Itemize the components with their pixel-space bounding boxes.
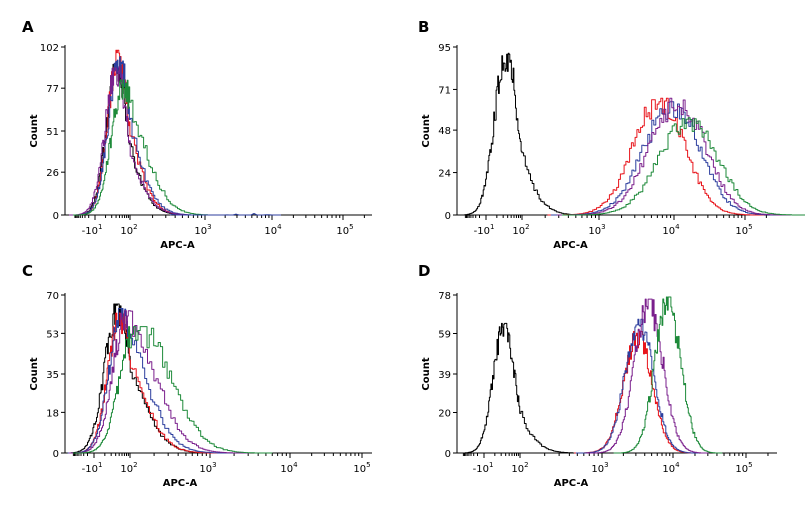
histogram-trace [586,298,709,454]
x-tick-label: 102 [511,461,528,475]
panel-label: D [418,262,430,280]
x-tick-label: -101 [82,223,103,237]
x-axis-title: APC-A [553,240,588,251]
histogram-trace [68,310,250,454]
x-tick-label: 105 [735,461,752,475]
histogram-panel-a: A 0 26 51 77 102 Count -101 102 103 104 105 APC-A [22,18,372,251]
x-tick-label: 105 [735,223,752,237]
histogram-trace [68,312,222,454]
x-tick-label: 103 [591,461,608,475]
y-tick-label: 0 [445,211,451,222]
histogram-trace [557,97,791,216]
y-tick-label: 51 [46,127,59,138]
x-tick-label: 102 [120,223,137,237]
histogram-trace [67,308,234,454]
y-tick-label: 24 [438,169,451,180]
y-tick-label: 0 [53,211,59,222]
x-tick-label: 103 [199,461,216,475]
y-tick-label: 39 [438,370,451,381]
y-tick-label: 59 [438,329,451,340]
histogram-trace [562,117,805,216]
y-tick-label: 20 [438,408,451,419]
y-tick-label: 53 [46,329,59,340]
histogram-trace [574,331,698,454]
histogram-trace [74,49,199,216]
x-tick-label: 104 [662,461,680,475]
y-tick-label: 77 [46,84,59,95]
y-tick-label: 18 [46,408,59,419]
histogram-trace [73,56,204,216]
y-tick-label: 78 [438,291,451,302]
x-tick-label: 102 [120,461,137,475]
y-axis-title: Count [421,114,432,147]
y-tick-label: 102 [40,43,59,54]
histogram-trace [550,101,786,216]
histogram-trace [575,318,700,454]
y-tick-label: 71 [438,85,451,96]
histogram-trace [73,79,221,216]
x-tick-label: 103 [194,223,211,237]
histogram-panel-d: D 0 20 39 59 78 Count -101 102 103 104 105 APC-A [418,262,777,489]
x-tick-label: -101 [82,461,103,475]
y-axis-title: Count [29,357,40,390]
x-tick-label: 105 [353,461,370,475]
panel-label: B [418,18,429,36]
x-tick-label: 102 [512,223,529,237]
y-tick-label: 70 [46,291,59,302]
histogram-trace [73,326,273,454]
x-tick-label: -101 [474,223,495,237]
y-tick-label: 95 [438,43,451,54]
histogram-trace [69,66,201,216]
y-tick-label: 48 [438,126,451,137]
y-axis-title: Count [29,114,40,147]
panel-label: C [22,262,33,280]
histogram-trace [547,97,765,216]
x-tick-label: 105 [336,223,353,237]
histogram-trace [63,303,223,454]
x-tick-label: 103 [588,223,605,237]
panel-label: A [22,18,34,36]
histogram-trace [458,322,587,454]
y-tick-label: 0 [53,449,59,460]
histogram-trace [169,213,281,216]
y-tick-label: 35 [46,370,59,381]
x-axis-title: APC-A [554,478,589,489]
x-axis-title: APC-A [160,240,195,251]
y-axis-title: Count [421,357,432,390]
x-tick-label: 104 [662,223,680,237]
histogram-panel-b: B 0 24 48 71 95 Count -101 102 103 104 105 APC-A [418,18,805,251]
histogram-panel-c: C 0 18 35 53 70 Count -101 102 103 104 105 APC-A [22,262,372,489]
x-tick-label: 104 [264,223,282,237]
y-tick-label: 26 [46,168,59,179]
histogram-trace [457,52,591,216]
x-axis-title: APC-A [163,478,198,489]
histogram-trace [613,296,723,454]
y-tick-label: 0 [445,449,451,460]
x-tick-label: -101 [473,461,494,475]
x-tick-label: 104 [280,461,298,475]
